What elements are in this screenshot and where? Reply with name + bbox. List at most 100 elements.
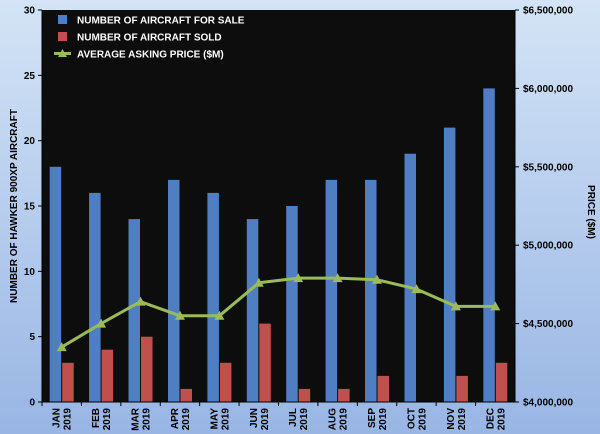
x-tick-month: OCT <box>407 408 418 429</box>
x-tick-label: APR2019 <box>170 407 192 430</box>
x-tick-year: 2019 <box>496 408 507 431</box>
bar-for-sale <box>365 179 377 402</box>
y-tick-label: 0 <box>29 398 35 409</box>
x-tick-year: 2019 <box>339 408 350 431</box>
bar-for-sale <box>128 219 140 402</box>
x-tick-label: NOV2019 <box>446 408 468 431</box>
y-tick-label: 10 <box>24 267 36 278</box>
x-tick-year: 2019 <box>142 408 153 431</box>
bars-layer <box>49 88 508 403</box>
y2-tick-label: $5,500,000 <box>523 162 573 173</box>
bar-for-sale <box>483 88 495 403</box>
legend-marker <box>58 49 67 57</box>
bar-sold <box>298 388 311 402</box>
x-tick-month: SEP <box>367 408 378 428</box>
bar-for-sale <box>286 206 298 402</box>
y-tick-label: 30 <box>24 6 36 17</box>
x-tick-label: MAR2019 <box>131 407 153 431</box>
y-axis-title: NUMBER OF HAWKER 900XP AIRCRAFT <box>9 109 20 303</box>
y2-tick-label: $5,000,000 <box>523 241 573 252</box>
x-tick-year: 2019 <box>378 408 389 431</box>
legend-label: NUMBER OF AIRCRAFT FOR SALE <box>77 16 245 27</box>
legend-label: AVERAGE ASKING PRICE ($M) <box>77 50 224 61</box>
bar-for-sale <box>246 219 259 402</box>
price-marker <box>490 301 501 311</box>
legend-swatch <box>58 32 67 41</box>
axes-layer: 0 5 10 15 20 25 30 $4,000,000 $4,500,000 $5,000,0… <box>24 6 574 431</box>
x-tick-year: 2019 <box>181 408 192 431</box>
y2-axis-title: PRICE ($M) <box>585 185 596 239</box>
y-tick-label: 25 <box>24 71 36 82</box>
price-marker <box>332 273 343 283</box>
price-marker <box>56 342 67 352</box>
bar-sold <box>141 336 153 402</box>
x-tick-month: JUL <box>288 408 299 427</box>
price-marker <box>96 318 107 328</box>
x-tick-label: JAN2019 <box>52 408 74 431</box>
x-tick-month: FEB <box>91 408 102 428</box>
bar-for-sale <box>443 127 456 402</box>
price-marker <box>135 296 146 306</box>
y-tick-label: 15 <box>24 202 36 213</box>
x-tick-year: 2019 <box>63 408 74 431</box>
bar-for-sale <box>89 192 101 402</box>
price-marker <box>372 274 382 284</box>
bar-sold <box>62 362 74 402</box>
x-tick-year: 2019 <box>220 408 231 431</box>
bar-sold <box>101 349 114 402</box>
y2-tick-label: $6,500,000 <box>523 6 573 17</box>
y2-tick-label: $6,000,000 <box>523 84 573 95</box>
y-tick-label: 5 <box>29 332 35 343</box>
x-tick-year: 2019 <box>418 408 429 431</box>
x-tick-month: MAR <box>131 407 142 431</box>
x-tick-year: 2019 <box>299 408 310 431</box>
price-line <box>60 276 496 349</box>
x-tick-month: DEC <box>485 408 496 429</box>
legend-swatch <box>58 15 67 24</box>
bar-sold <box>338 388 350 402</box>
bar-for-sale <box>168 179 180 402</box>
x-tick-month: NOV <box>446 408 457 430</box>
price-marker <box>293 273 304 283</box>
x-tick-year: 2019 <box>260 408 271 431</box>
bar-sold <box>219 362 232 402</box>
price-marker <box>175 310 185 320</box>
bar-for-sale <box>325 179 338 402</box>
y-tick-label: 20 <box>24 136 36 147</box>
legend: NUMBER OF AIRCRAFT FOR SALE NUMBER OF AIR… <box>54 15 245 61</box>
x-tick-year: 2019 <box>457 408 468 431</box>
line-layer <box>56 273 501 352</box>
x-tick-month: AUG <box>328 408 339 430</box>
bar-for-sale <box>207 192 219 402</box>
x-tick-label: DEC2019 <box>485 408 507 431</box>
bar-sold <box>456 375 468 402</box>
price-marker <box>450 301 461 311</box>
x-tick-label: FEB2019 <box>91 408 113 431</box>
bar-sold <box>180 388 192 402</box>
x-tick-month: JAN <box>52 408 63 428</box>
x-tick-label: JUN2019 <box>249 408 271 431</box>
bar-for-sale <box>404 153 416 402</box>
y2-tick-label: $4,000,000 <box>523 398 573 409</box>
x-tick-month: JUN <box>249 408 260 428</box>
price-marker <box>411 284 422 294</box>
bar-sold <box>495 362 508 402</box>
bar-sold <box>377 375 389 402</box>
x-tick-label: SEP2019 <box>367 408 389 431</box>
x-tick-month: MAY <box>209 408 220 430</box>
price-marker <box>214 310 225 320</box>
bar-for-sale <box>49 166 62 402</box>
x-tick-month: APR <box>170 407 181 429</box>
plot-area <box>42 10 515 402</box>
x-tick-label: OCT2019 <box>407 408 429 431</box>
x-tick-year: 2019 <box>102 408 113 431</box>
legend-label: NUMBER OF AIRCRAFT SOLD <box>77 33 222 44</box>
y2-tick-label: $4,500,000 <box>523 319 573 330</box>
bar-sold <box>259 323 271 402</box>
price-marker <box>253 277 264 287</box>
x-tick-label: AUG2019 <box>328 408 350 431</box>
x-tick-label: JUL2019 <box>288 408 310 431</box>
x-tick-label: MAY2019 <box>209 408 231 431</box>
